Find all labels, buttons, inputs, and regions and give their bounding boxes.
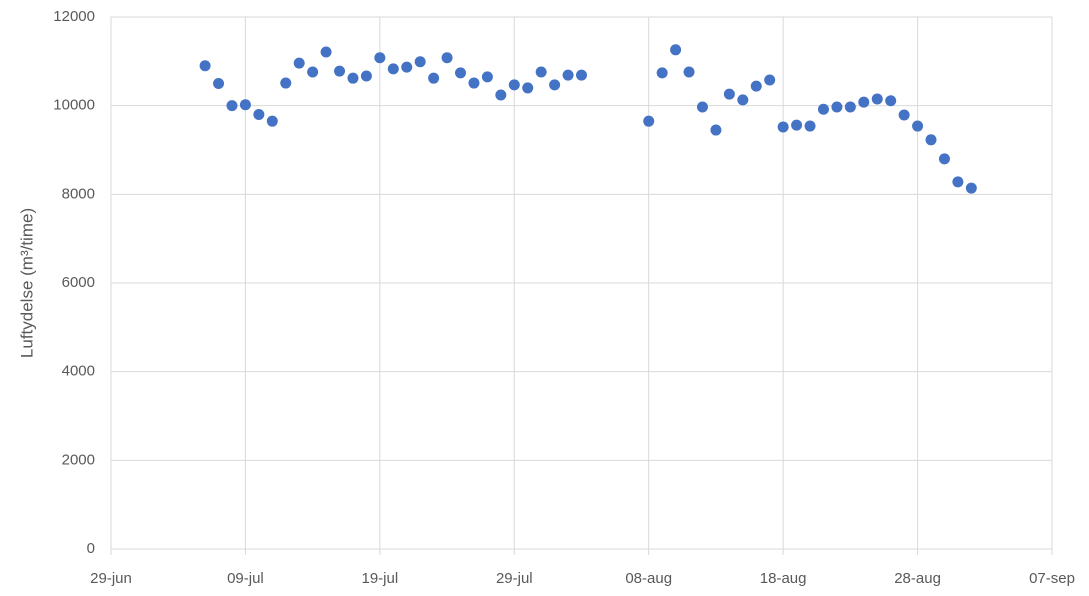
point [374, 52, 386, 64]
point [334, 65, 346, 77]
point [696, 101, 708, 113]
point [804, 120, 816, 132]
point [226, 100, 238, 112]
point [213, 78, 225, 89]
point [871, 93, 883, 105]
point [360, 70, 372, 82]
point [817, 103, 829, 115]
point [468, 77, 480, 89]
point [844, 101, 856, 113]
point [307, 66, 319, 78]
point [885, 95, 897, 107]
point [912, 120, 924, 132]
point [723, 88, 735, 100]
x-tick-label: 18-aug [760, 570, 807, 587]
point [858, 96, 870, 108]
x-tick-label: 29-jun [90, 570, 132, 587]
point [938, 153, 950, 165]
point [266, 115, 278, 127]
point [428, 72, 440, 84]
point [576, 69, 587, 81]
y-tick-label: 4000 [62, 363, 95, 380]
x-tick-label: 19-jul [362, 570, 399, 587]
point [656, 67, 668, 79]
point [562, 69, 574, 81]
point [791, 119, 803, 131]
point [441, 52, 453, 64]
point [280, 77, 292, 89]
x-tick-label: 28-aug [894, 570, 941, 587]
point [401, 61, 413, 73]
y-tick-label: 0 [87, 540, 95, 557]
point [898, 109, 910, 121]
point [495, 89, 507, 101]
y-tick-label: 2000 [62, 451, 95, 468]
point [777, 121, 789, 133]
y-axis-label: Luftydelse (m³/time) [17, 208, 36, 358]
x-tick-label: 29-jul [496, 570, 533, 587]
point [239, 99, 251, 111]
point [750, 80, 762, 92]
y-tick-label: 10000 [53, 97, 95, 114]
y-tick-label: 8000 [62, 185, 95, 202]
point [952, 176, 964, 188]
point [535, 66, 547, 78]
point [737, 94, 749, 106]
x-tick-label: 09-jul [227, 570, 264, 587]
point [481, 71, 493, 83]
point [347, 72, 359, 84]
point [965, 182, 977, 194]
point [643, 115, 655, 127]
x-tick-label: 08-aug [625, 570, 672, 587]
point [387, 63, 399, 75]
point [764, 74, 776, 86]
point [199, 60, 211, 72]
point [414, 56, 426, 68]
point [831, 101, 843, 113]
point [253, 109, 265, 121]
point [925, 134, 937, 146]
point [320, 46, 332, 58]
point [683, 66, 695, 78]
point [293, 57, 305, 69]
point [455, 67, 467, 79]
point [670, 44, 682, 56]
x-tick-label: 07-sep [1029, 570, 1075, 587]
point [522, 82, 534, 94]
y-tick-label: 12000 [53, 8, 95, 25]
point [549, 79, 561, 91]
point [710, 124, 722, 136]
y-tick-label: 6000 [62, 274, 95, 291]
point [508, 79, 520, 91]
